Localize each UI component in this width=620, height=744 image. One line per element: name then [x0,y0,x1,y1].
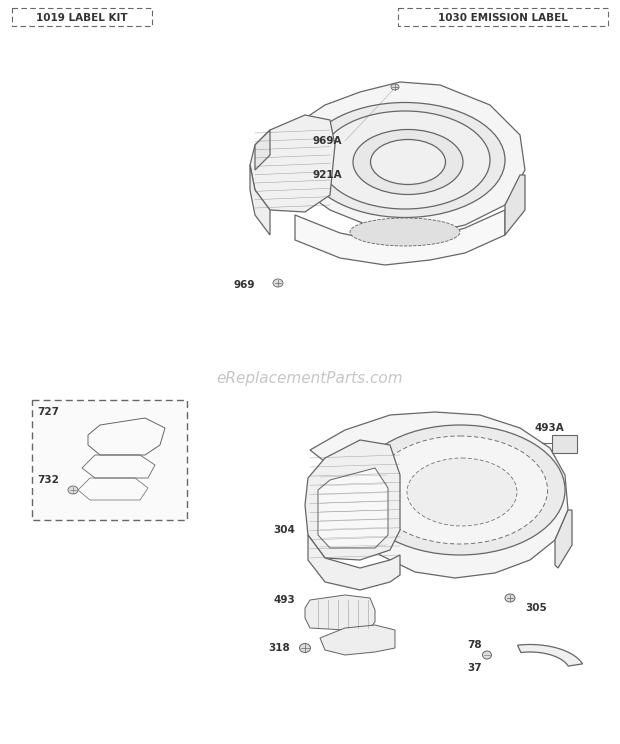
Ellipse shape [353,129,463,194]
Polygon shape [505,175,525,235]
Polygon shape [318,468,388,548]
Text: 1030 EMISSION LABEL: 1030 EMISSION LABEL [438,13,568,23]
Text: 921A: 921A [312,170,342,180]
Text: 78: 78 [467,640,482,650]
Text: 969A: 969A [312,136,342,146]
Text: 732: 732 [37,475,59,485]
Ellipse shape [371,140,446,185]
Polygon shape [295,210,505,265]
Polygon shape [320,625,395,655]
Text: 304: 304 [273,525,295,535]
Ellipse shape [505,594,515,602]
Text: eReplacementParts.com: eReplacementParts.com [216,371,404,385]
Polygon shape [310,412,568,578]
Polygon shape [305,595,375,630]
Ellipse shape [373,436,547,544]
Polygon shape [305,440,400,560]
Polygon shape [555,510,572,568]
Text: 1019 LABEL KIT: 1019 LABEL KIT [36,13,128,23]
Polygon shape [250,115,335,212]
Text: 318: 318 [268,643,290,653]
Bar [398,8,608,26]
Text: 305: 305 [525,603,547,613]
Ellipse shape [273,279,283,287]
Ellipse shape [299,644,311,652]
Text: 727: 727 [37,407,59,417]
Ellipse shape [68,486,78,494]
Ellipse shape [391,84,399,90]
FancyBboxPatch shape [552,435,577,453]
Text: 969: 969 [234,280,255,290]
Ellipse shape [482,651,492,659]
Ellipse shape [305,103,505,217]
Polygon shape [308,535,400,590]
Ellipse shape [320,111,490,209]
Polygon shape [285,82,525,235]
Bar [32,400,187,520]
Ellipse shape [355,425,565,555]
Polygon shape [255,130,270,170]
Bar [12,8,152,26]
Text: 493A: 493A [535,423,565,433]
Polygon shape [518,644,583,666]
Polygon shape [250,165,270,235]
Text: 493: 493 [273,595,295,605]
Ellipse shape [407,458,517,526]
Ellipse shape [350,218,460,246]
Text: 37: 37 [467,663,482,673]
